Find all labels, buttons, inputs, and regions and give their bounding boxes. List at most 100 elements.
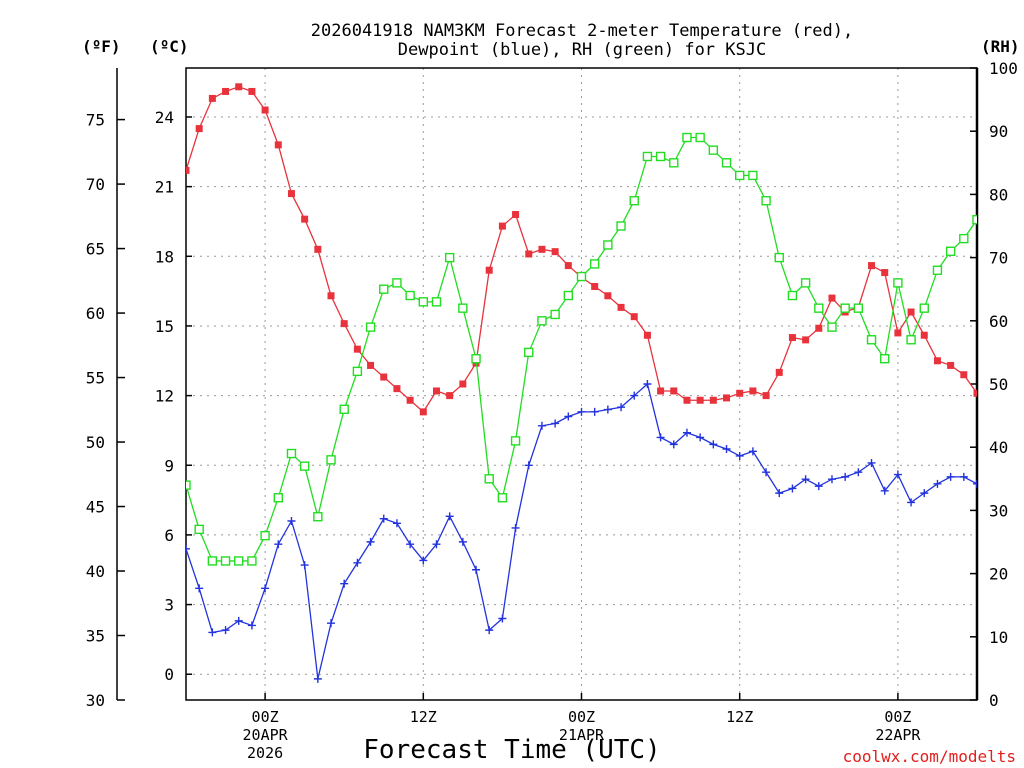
rh-point <box>418 297 428 307</box>
temperature-point <box>195 125 203 133</box>
rh-point <box>748 170 758 181</box>
rh-point <box>708 145 719 155</box>
celsius-tick-label: 3 <box>164 596 174 615</box>
dewpoint-point <box>880 486 889 495</box>
temperature-point <box>973 389 977 397</box>
rh-point <box>669 158 679 168</box>
rh-tick-label: 80 <box>989 185 1008 204</box>
x-tick-label: 20APR <box>243 726 289 744</box>
dewpoint-point <box>340 579 349 588</box>
dewpoint-point <box>682 428 691 437</box>
fahrenheit-tick-label: 45 <box>86 498 105 517</box>
rh-point <box>563 290 574 301</box>
rh-point <box>550 309 560 320</box>
rh-point <box>247 556 257 566</box>
rh-point <box>186 480 191 490</box>
temperature-point <box>643 331 651 339</box>
temperature-point <box>617 303 625 311</box>
dewpoint-point <box>524 461 533 470</box>
rh-point <box>589 259 600 269</box>
temperature-point <box>868 262 876 270</box>
dewpoint-point <box>564 412 573 421</box>
dewpoint-point <box>432 540 441 549</box>
temperature-point <box>881 269 889 277</box>
rh-point <box>365 322 376 332</box>
fahrenheit-tick-label: 40 <box>86 562 105 581</box>
rh-point <box>906 335 916 345</box>
temperature-point <box>353 345 361 353</box>
rh-point <box>761 196 771 206</box>
rh-point <box>774 252 784 263</box>
temperature-point <box>933 357 941 365</box>
axes: 30 35 40 45 50 55 60 65 70 75 0 3 6 9 12 15 18 21 24 0 10 20 3… <box>86 59 1018 762</box>
temperature-point <box>538 245 546 253</box>
temperature-point <box>591 282 599 290</box>
rh-point <box>787 290 798 301</box>
rh-tick-label: 20 <box>989 565 1008 584</box>
dewpoint-point <box>208 628 217 637</box>
rh-point <box>273 493 283 503</box>
dewpoint-point <box>841 472 850 481</box>
dewpoint-point <box>186 544 190 553</box>
rh-point <box>537 316 547 326</box>
temperature-point <box>696 396 704 404</box>
rh-tick-label: 50 <box>989 375 1008 394</box>
celsius-tick-label: 24 <box>155 108 174 127</box>
x-tick-label: 00Z <box>252 708 279 726</box>
dewpoint-point <box>551 419 560 428</box>
dewpoint-point <box>656 433 665 442</box>
temperature-point <box>512 211 520 219</box>
temperature-point <box>815 324 823 332</box>
celsius-tick-label: 9 <box>164 456 174 475</box>
x-tick-label: 2026 <box>247 744 283 762</box>
temperature-point <box>947 361 955 369</box>
rh-point <box>932 265 943 275</box>
temperature-point <box>894 329 902 337</box>
celsius-tick-label: 0 <box>164 665 174 684</box>
temperature-point <box>828 294 836 302</box>
celsius-tick-label: 15 <box>155 317 174 336</box>
rh-point <box>194 524 204 535</box>
temperature-point <box>406 396 414 404</box>
temperature-point <box>604 292 612 300</box>
rh-point <box>326 455 336 465</box>
dewpoint-point <box>221 626 230 635</box>
dewpoint-point <box>353 558 362 567</box>
dewpoint-point <box>643 380 652 388</box>
rh-point <box>695 132 705 143</box>
dewpoint-point <box>445 512 454 521</box>
dewpoint-point <box>511 523 520 532</box>
dewpoint-point <box>854 468 863 477</box>
rh-point <box>576 271 587 282</box>
dewpoint-point <box>590 407 599 416</box>
rh-point <box>524 347 534 358</box>
dewpoint-point <box>893 470 902 479</box>
celsius-tick-label: 18 <box>155 247 174 266</box>
temperature-point <box>419 408 427 416</box>
dewpoint-series <box>186 380 977 683</box>
rh-point <box>959 233 969 244</box>
rh-point <box>260 530 270 541</box>
rh-point <box>405 290 415 301</box>
rh-point <box>919 303 929 313</box>
dewpoint-point <box>366 537 375 546</box>
dewpoint-point <box>669 440 678 449</box>
dewpoint-point <box>722 445 731 454</box>
temperature-point <box>248 87 256 95</box>
celsius-unit-label: (ºC) <box>150 37 189 56</box>
fahrenheit-tick-label: 75 <box>86 111 105 130</box>
dewpoint-point <box>261 584 270 593</box>
dewpoint-point <box>577 407 586 416</box>
dewpoint-point <box>867 458 876 467</box>
dewpoint-point <box>498 614 507 623</box>
rh-tick-label: 100 <box>989 59 1018 78</box>
x-tick-label: 22APR <box>875 726 921 744</box>
temperature-point <box>498 222 506 230</box>
temperature-point <box>222 87 230 95</box>
fahrenheit-tick-label: 70 <box>86 175 105 194</box>
rh-point <box>972 214 977 225</box>
dewpoint-point <box>247 621 256 630</box>
dewpoint-point <box>537 421 546 430</box>
temperature-point <box>709 396 717 404</box>
